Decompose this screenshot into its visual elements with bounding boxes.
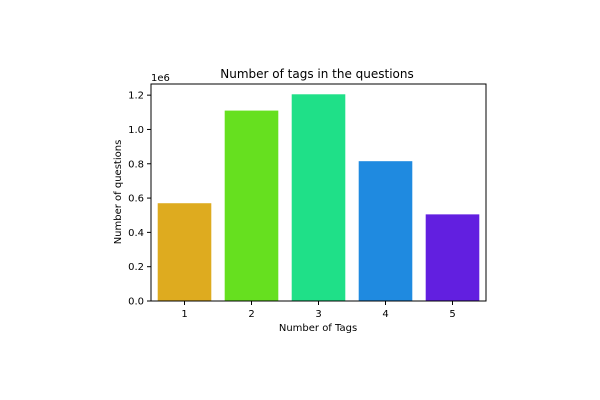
chart-title: Number of tags in the questions (220, 67, 414, 81)
x-axis-ticks: 1 2 3 4 5 (181, 301, 456, 320)
bar-2 (224, 110, 279, 301)
x-tick-label: 2 (248, 309, 254, 320)
x-tick-label: 4 (382, 309, 388, 320)
bars-group (157, 94, 480, 301)
y-tick-label: 0.0 (128, 297, 144, 308)
x-axis-label: Number of Tags (279, 323, 357, 334)
y-tick-label: 1.2 (128, 91, 144, 102)
y-tick-label: 0.2 (128, 262, 144, 273)
y-axis-offset-label: 1e6 (151, 73, 170, 84)
bar-4 (358, 161, 413, 301)
x-tick-label: 1 (181, 309, 187, 320)
y-tick-label: 0.4 (128, 228, 144, 239)
bar-5 (425, 214, 480, 301)
y-axis-ticks: 0.0 0.2 0.4 0.6 0.8 1.0 1.2 (128, 91, 151, 308)
bar-1 (157, 203, 212, 301)
y-tick-label: 0.8 (128, 159, 144, 170)
y-axis-label: Number of questions (113, 140, 124, 245)
bar-3 (291, 94, 346, 301)
plot-area-frame (150, 83, 487, 302)
y-tick-label: 1.0 (128, 125, 144, 136)
x-tick-label: 5 (449, 309, 455, 320)
y-tick-label: 0.6 (128, 194, 144, 205)
x-tick-label: 3 (315, 309, 321, 320)
